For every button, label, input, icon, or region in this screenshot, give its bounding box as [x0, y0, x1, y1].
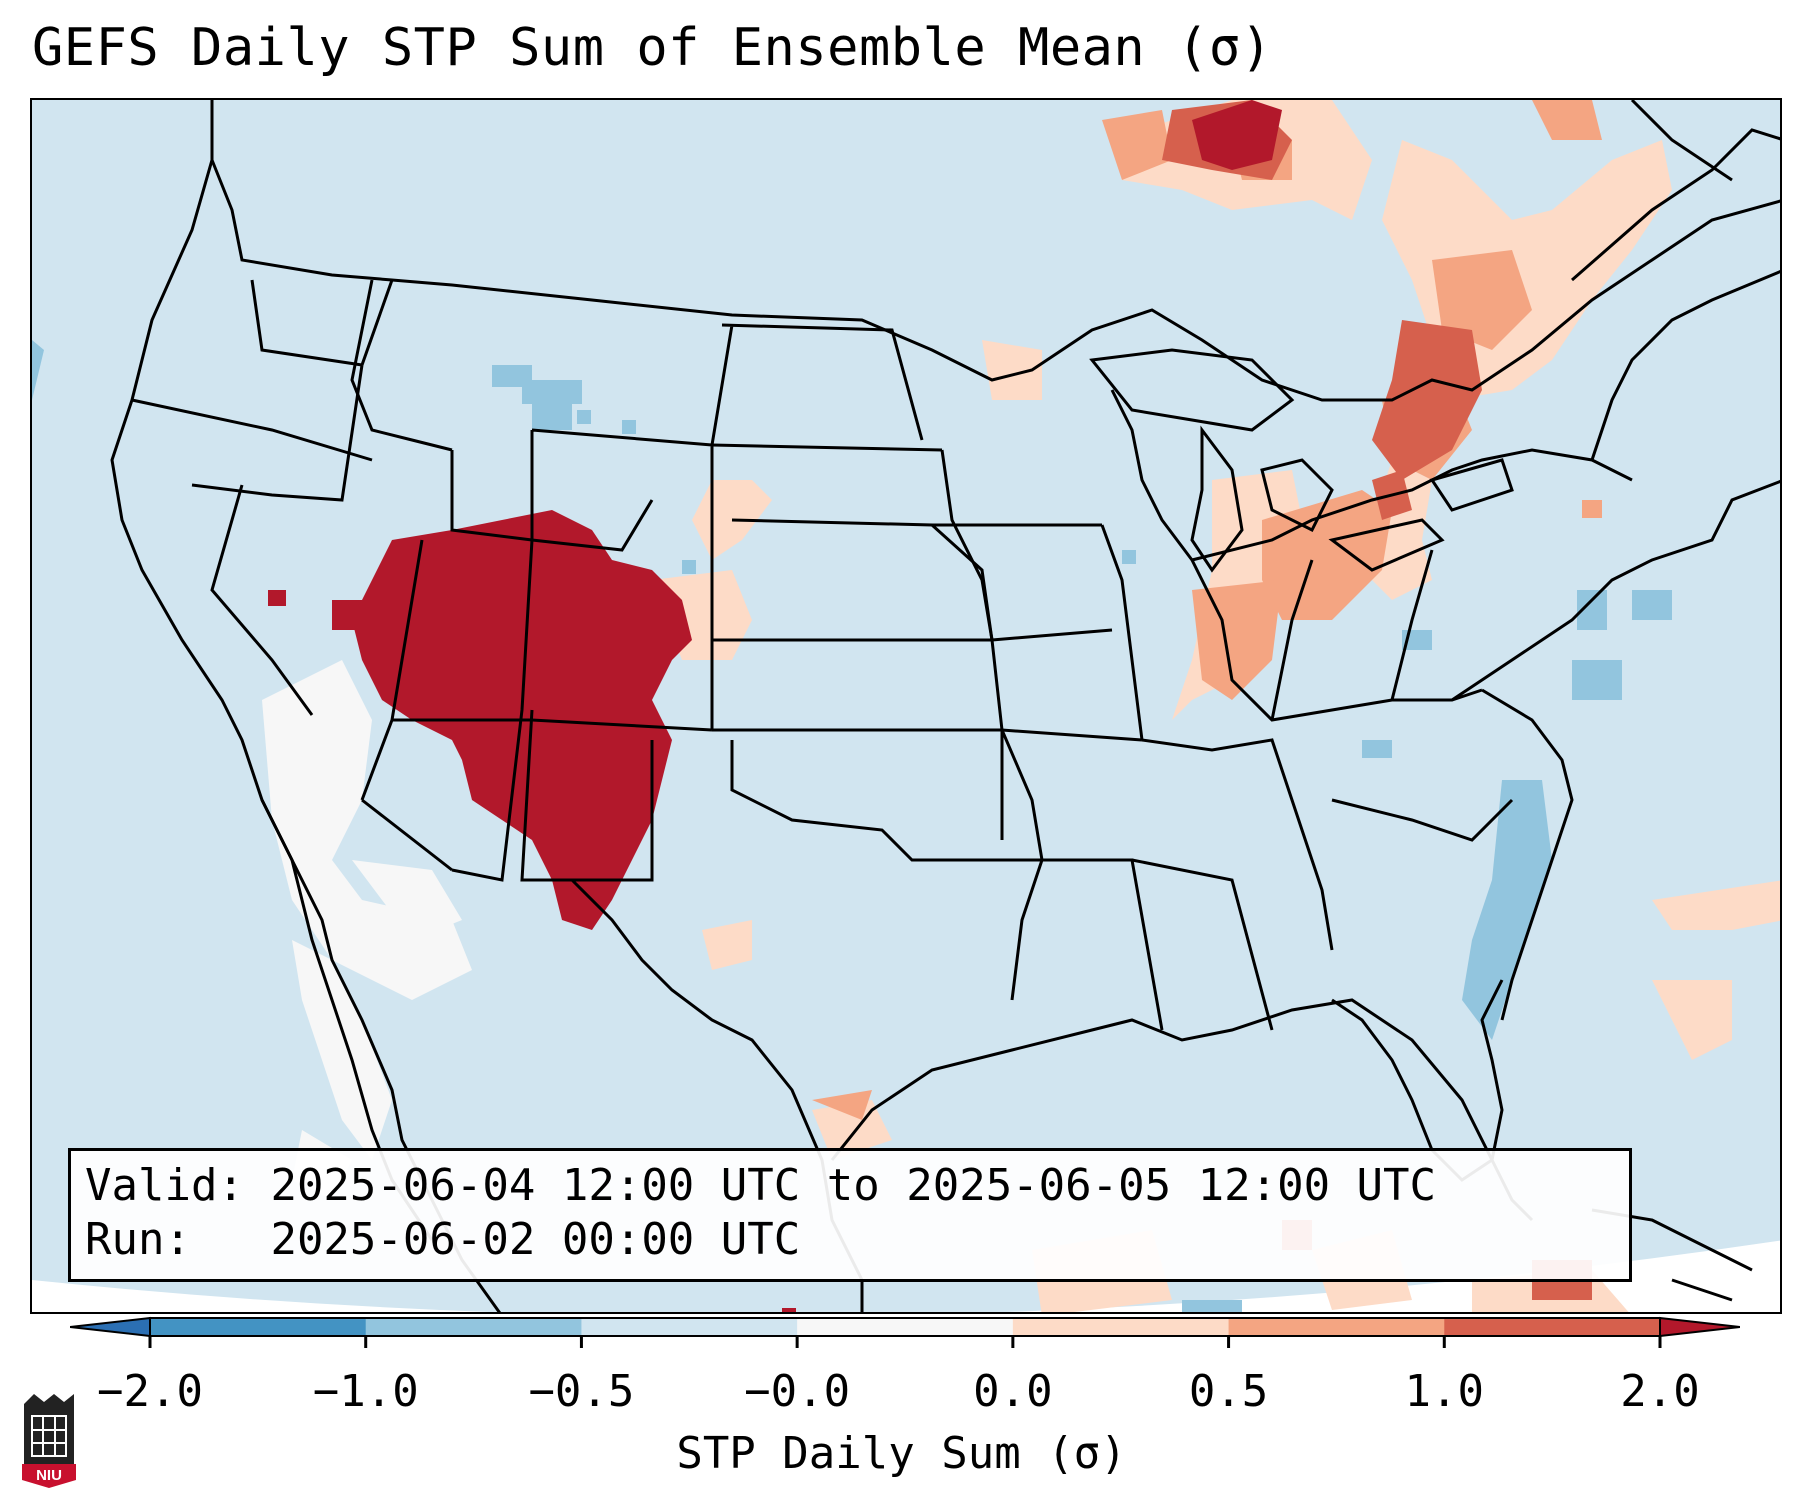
colorbar-bin	[1444, 1318, 1661, 1336]
niu-university-seal-icon: NIU	[22, 1394, 76, 1488]
colorbar-bin	[1228, 1318, 1445, 1336]
political-boundaries	[110, 100, 1780, 1312]
run-time: 2025-06-02 00:00 UTC	[270, 1214, 801, 1265]
run-label: Run:	[85, 1214, 191, 1265]
colorbar-tick-label: −1.0	[312, 1366, 419, 1417]
colorbar-tick-label: −2.0	[97, 1366, 203, 1417]
colorbar-label: STP Daily Sum (σ)	[676, 1428, 1127, 1479]
negative-anomaly-patches	[32, 340, 1672, 1312]
colorbar-extend-low	[70, 1316, 151, 1338]
colorbar-tick-label: −0.5	[528, 1366, 635, 1417]
colorbar-tick-label: −0.0	[744, 1366, 851, 1417]
colorbar-tick-label: 0.5	[1188, 1366, 1269, 1417]
colorbar-bin	[365, 1318, 582, 1336]
colorbar-tick-label: 1.0	[1404, 1366, 1485, 1417]
map-canvas	[32, 100, 1780, 1312]
colorbar-bin	[150, 1318, 367, 1336]
logo-text: NIU	[36, 1467, 62, 1484]
map-panel[interactable]	[30, 98, 1782, 1314]
map-title: GEFS Daily STP Sum of Ensemble Mean (σ)	[32, 18, 1273, 78]
colorbar-extend-high	[1659, 1316, 1740, 1338]
colorbar-bin	[1012, 1318, 1230, 1336]
colorbar	[70, 1316, 1740, 1348]
colorbar-bin	[581, 1318, 798, 1336]
valid-label: Valid:	[85, 1160, 244, 1211]
neutral-field	[262, 660, 472, 1200]
valid-time-box: Valid: 2025-06-04 12:00 UTC to 2025-06-0…	[68, 1148, 1632, 1282]
colorbar-tick-label: 0.0	[973, 1366, 1053, 1417]
valid-range: 2025-06-04 12:00 UTC to 2025-06-05 12:00…	[270, 1160, 1437, 1211]
colorbar-tick-label: 2.0	[1620, 1366, 1700, 1417]
colorbar-bin	[797, 1318, 1014, 1336]
